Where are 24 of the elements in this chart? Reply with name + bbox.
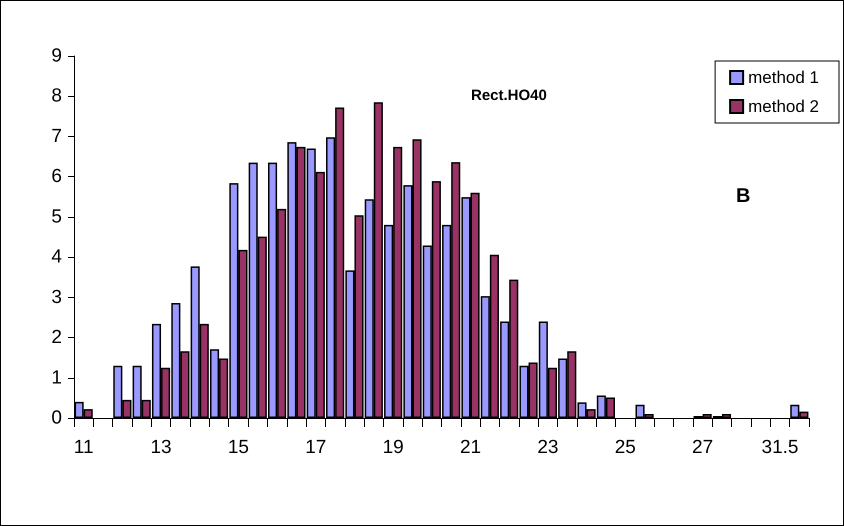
x-tick-label: 31.5 [761,437,798,458]
annotation: Rect.HO40 [471,87,547,104]
y-tick-label: 8 [51,86,62,107]
x-tick-label: 23 [537,437,558,458]
x-tick-label: 11 [74,437,94,458]
y-tick-label: 4 [51,246,62,268]
x-tick-label: 21 [460,437,482,458]
y-tick-label: 9 [51,46,62,66]
x-tick-label: 17 [305,437,326,458]
legend-label: method 1 [748,68,820,87]
y-tick-label: 2 [51,327,62,348]
x-tick-label: 15 [228,437,249,458]
y-tick-label: 7 [51,126,62,147]
y-tick-label: 5 [51,206,62,228]
annotation: B [736,185,750,207]
legend-label: method 2 [748,97,820,116]
x-tick-label: 19 [382,437,404,458]
x-tick-label: 13 [150,437,172,458]
y-tick-label: 3 [51,286,62,308]
y-tick-label: 6 [51,166,62,188]
y-tick-label: 0 [51,408,62,428]
x-tick-label: 27 [692,437,714,458]
y-tick-label: 1 [51,367,62,388]
x-tick-label: 25 [614,437,636,458]
